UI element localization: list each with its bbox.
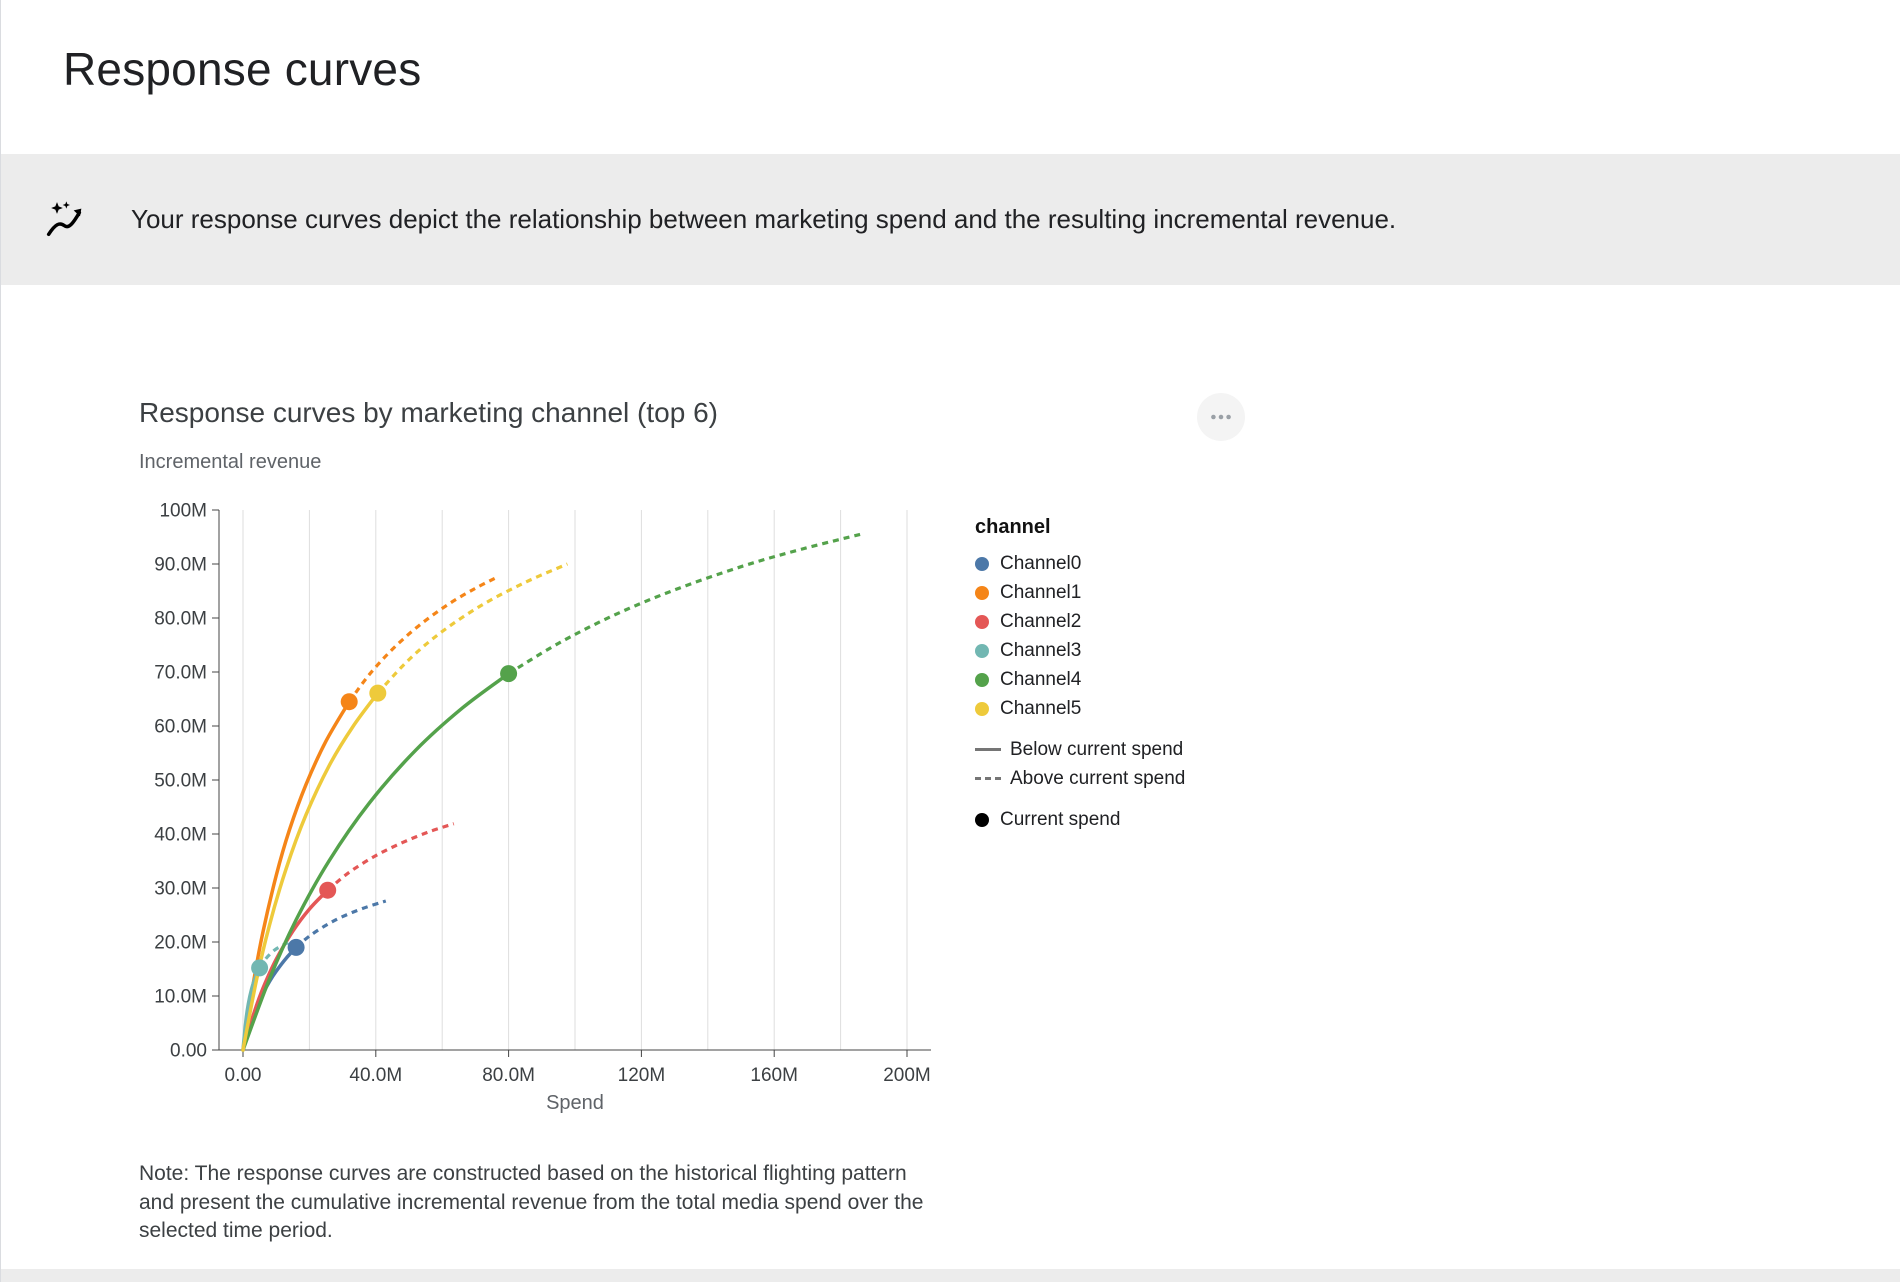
curve-above-current-spend-channel1 xyxy=(347,574,500,703)
chart-note: Note: The response curves are constructe… xyxy=(139,1162,924,1243)
legend-item-current-spend: Current spend xyxy=(975,805,1205,834)
page-title: Response curves xyxy=(63,43,422,95)
x-tick-label: 80.0M xyxy=(482,1065,535,1086)
legend-title: channel xyxy=(975,516,1051,538)
legend-label: Channel0 xyxy=(1000,552,1082,574)
y-tick-label: 90.0M xyxy=(154,555,207,576)
legend-label: Current spend xyxy=(1000,808,1121,830)
legend-item-solid-line: Below current spend xyxy=(975,735,1205,764)
x-tick-label: 200M xyxy=(883,1065,931,1086)
legend-current-spend-swatch xyxy=(975,812,989,827)
current-spend-dot-channel5 xyxy=(369,684,387,702)
chart-section: Response curves by marketing channel (to… xyxy=(139,393,1245,1246)
legend-label: Channel3 xyxy=(1000,639,1082,661)
chart-row: 0.00 10.0M 20.0M 30.0M 40.0M 50.0M 60.0M 70.0M 8… xyxy=(139,488,1245,1118)
current-spend-dot-channel2 xyxy=(319,881,337,899)
legend-dashed-line-swatch xyxy=(975,777,1001,780)
banner-text: Your response curves depict the relation… xyxy=(131,204,1397,234)
legend-item-dashed-line: Above current spend xyxy=(975,764,1205,793)
y-tick-label: 100M xyxy=(159,501,207,522)
legend-item-channel1: Channel1 xyxy=(975,578,1205,607)
legend-label: Channel2 xyxy=(1000,610,1082,632)
legend-color-swatch xyxy=(975,556,989,571)
more-options-icon xyxy=(1211,414,1231,420)
legend-color-swatch xyxy=(975,585,989,600)
y-tick-label: 20.0M xyxy=(154,933,207,954)
bottom-section-edge xyxy=(1,1269,1900,1282)
legend-label: Below current spend xyxy=(1010,738,1184,760)
legend-label: Channel5 xyxy=(1000,697,1082,719)
current-spend-dot-channel1 xyxy=(340,693,358,711)
legend-color-swatch xyxy=(975,643,989,658)
response-curves-chart: 0.00 10.0M 20.0M 30.0M 40.0M 50.0M 60.0M 70.0M 8… xyxy=(154,501,931,1114)
legend-item-channel0: Channel0 xyxy=(975,549,1205,578)
current-spend-dot-channel0 xyxy=(287,938,305,956)
y-tick-label: 10.0M xyxy=(154,987,207,1008)
legend-solid-line-swatch xyxy=(975,748,1001,751)
auto-graph-icon xyxy=(46,200,82,236)
legend-label: Channel4 xyxy=(1000,668,1082,690)
legend-item-channel5: Channel5 xyxy=(975,694,1205,723)
chart-legend: channel Channel0 Channel1 Channel2 Channel3 C… xyxy=(975,488,1205,1118)
x-tick-label: 0.00 xyxy=(225,1065,262,1086)
legend-item-channel4: Channel4 xyxy=(975,665,1205,694)
y-tick-label: 30.0M xyxy=(154,879,207,900)
y-tick-label: 40.0M xyxy=(154,825,207,846)
legend-label: Channel1 xyxy=(1000,581,1082,603)
y-tick-label: 0.00 xyxy=(170,1041,207,1062)
legend-gap xyxy=(975,793,1205,805)
legend-label: Above current spend xyxy=(1010,767,1186,789)
curve-above-current-spend-channel0 xyxy=(295,899,387,949)
chart-header: Response curves by marketing channel (to… xyxy=(139,393,1245,447)
x-tick-label: 40.0M xyxy=(349,1065,402,1086)
y-tick-label: 60.0M xyxy=(154,717,207,738)
current-spend-dot-channel3 xyxy=(251,959,269,977)
page-header: Response curves xyxy=(1,0,1900,154)
legend-color-swatch xyxy=(975,672,989,687)
chart-title: Response curves by marketing channel (to… xyxy=(139,397,718,428)
curve-above-current-spend-channel4 xyxy=(507,532,861,675)
legend-color-swatch xyxy=(975,614,989,629)
y-axis-title: Incremental revenue xyxy=(139,451,322,473)
curve-above-current-spend-channel2 xyxy=(326,822,455,892)
x-tick-label: 120M xyxy=(618,1065,666,1086)
y-tick-label: 50.0M xyxy=(154,771,207,792)
legend-item-channel2: Channel2 xyxy=(975,607,1205,636)
curve-below-current-spend-channel4 xyxy=(241,671,511,1052)
x-axis-title: Spend xyxy=(546,1092,604,1114)
legend-item-channel3: Channel3 xyxy=(975,636,1205,665)
info-banner: Your response curves depict the relation… xyxy=(1,154,1900,285)
legend-gap xyxy=(975,723,1205,735)
curve-above-current-spend-channel5 xyxy=(376,562,569,695)
legend-color-swatch xyxy=(975,701,989,716)
more-options-button[interactable] xyxy=(1197,393,1245,441)
y-tick-label: 80.0M xyxy=(154,609,207,630)
current-spend-dot-channel4 xyxy=(500,665,518,683)
curve-below-current-spend-channel5 xyxy=(241,691,380,1052)
y-tick-label: 70.0M xyxy=(154,663,207,684)
x-tick-label: 160M xyxy=(750,1065,798,1086)
